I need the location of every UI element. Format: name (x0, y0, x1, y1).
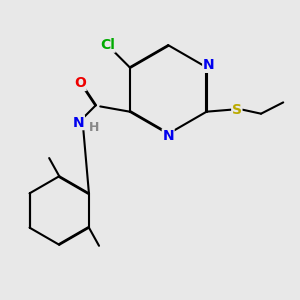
Text: O: O (74, 76, 86, 90)
Text: N: N (73, 116, 84, 130)
Text: Cl: Cl (100, 38, 115, 52)
Text: N: N (162, 129, 174, 143)
Text: H: H (88, 121, 99, 134)
Text: N: N (203, 58, 214, 72)
Text: S: S (232, 103, 242, 117)
